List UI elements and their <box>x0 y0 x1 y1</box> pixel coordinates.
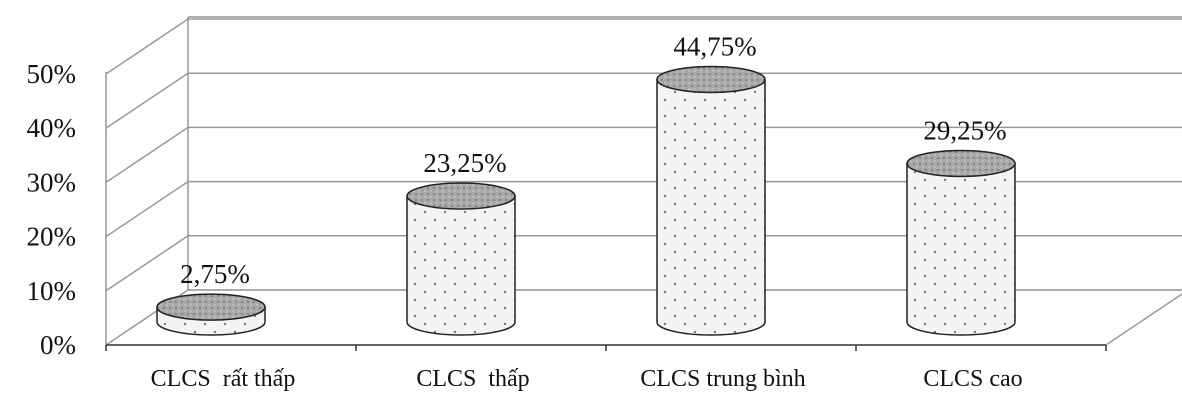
category-labels: CLCS rất thấp CLCS thấp CLCS trung bình CLC… <box>151 366 1023 392</box>
bar-top <box>906 149 1016 178</box>
y-axis-ticks: 0% 10% 20% 30% 40% 50% <box>27 59 77 360</box>
gridline-side-2 <box>105 180 189 238</box>
bar-2 <box>656 65 766 336</box>
gridline-side-1 <box>105 235 189 292</box>
bar-0 <box>156 293 266 336</box>
bar-top <box>656 65 766 94</box>
bar-body <box>656 78 766 336</box>
y-tick-label: 20% <box>27 222 77 252</box>
bar-body <box>906 162 1016 336</box>
data-label: 44,75% <box>673 31 756 61</box>
category-label: CLCS rất thấp <box>151 366 296 392</box>
data-labels: 2,75% 23,25% 44,75% 29,25% <box>180 31 1007 289</box>
y-tick-label: 10% <box>27 276 77 306</box>
data-label: 29,25% <box>923 115 1006 145</box>
floor-right-edge <box>1105 293 1182 346</box>
category-label: CLCS trung bình <box>640 366 805 392</box>
y-tick-label: 30% <box>27 167 77 197</box>
bar-1 <box>406 182 516 336</box>
gridline-side-4 <box>105 72 189 129</box>
category-label: CLCS cao <box>923 366 1022 392</box>
bar-top <box>156 293 266 321</box>
axes <box>105 344 1107 351</box>
category-label: CLCS thấp <box>416 366 529 392</box>
bar-body <box>406 195 516 336</box>
gridline-side-3 <box>105 126 189 184</box>
data-label: 2,75% <box>180 259 250 289</box>
bar-3 <box>906 149 1016 336</box>
y-tick-label: 50% <box>27 59 77 89</box>
y-tick-label: 0% <box>40 330 76 360</box>
bars <box>156 65 1016 336</box>
y-tick-label: 40% <box>27 113 77 143</box>
data-label: 23,25% <box>423 148 506 178</box>
gridlines <box>105 18 1182 346</box>
gridline-side-5 <box>105 18 189 75</box>
bar-top <box>406 182 516 210</box>
